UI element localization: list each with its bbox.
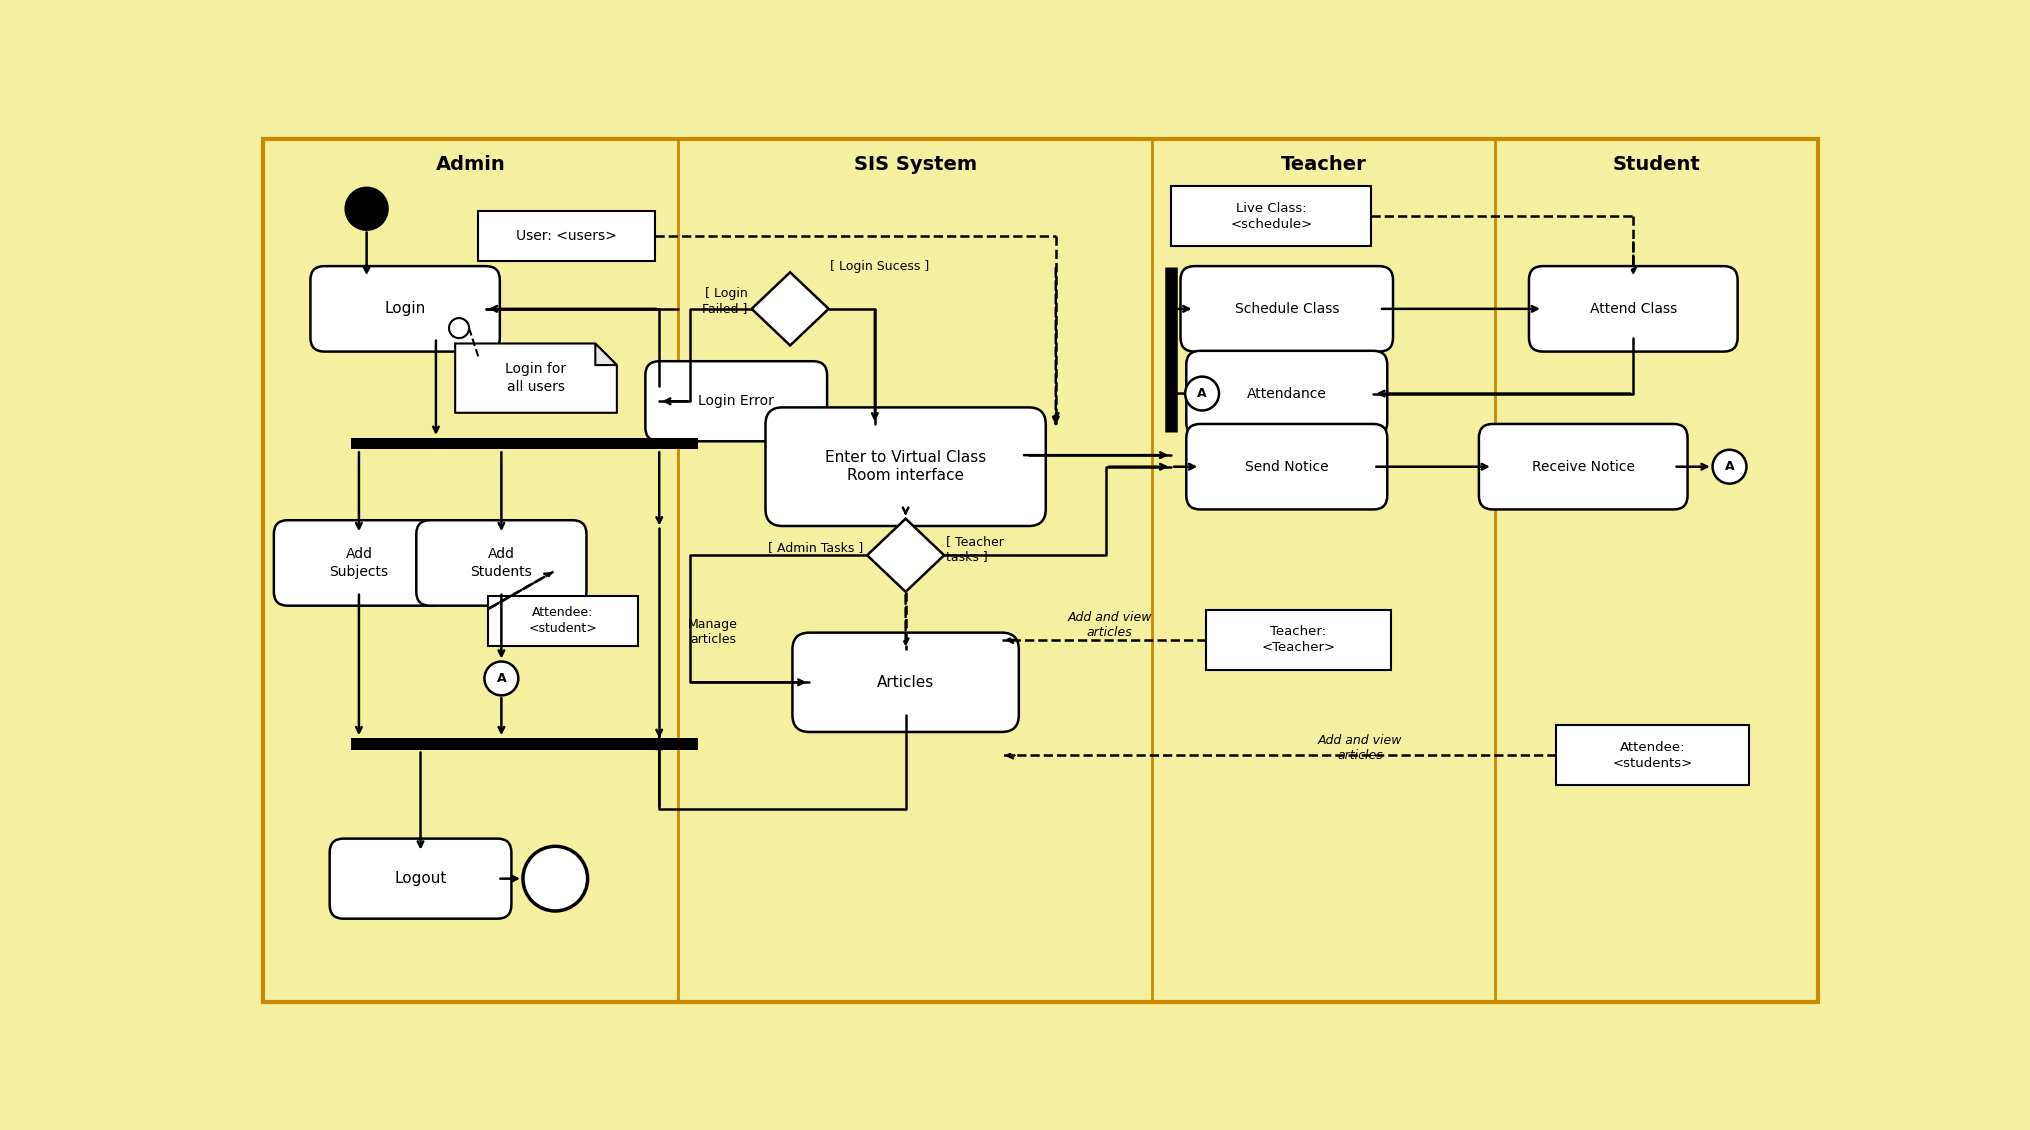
Text: Admin: Admin [436,155,505,174]
Text: Teacher:
<Teacher>: Teacher: <Teacher> [1261,625,1336,654]
FancyBboxPatch shape [1186,350,1386,436]
Bar [1206,610,1391,670]
Text: Send Notice: Send Notice [1244,460,1328,473]
Bar [1171,186,1372,246]
Bar [487,596,637,645]
Text: Attendee:
<students>: Attendee: <students> [1612,741,1693,770]
Text: [ Login Sucess ]: [ Login Sucess ] [830,260,930,273]
FancyBboxPatch shape [765,408,1045,525]
FancyBboxPatch shape [311,267,499,351]
Bar [479,210,656,261]
Text: Attend Class: Attend Class [1589,302,1677,316]
Text: SIS System: SIS System [855,155,976,174]
FancyBboxPatch shape [1186,424,1386,510]
Text: Login for
all users: Login for all users [505,363,566,393]
Text: User: <users>: User: <users> [516,228,617,243]
Polygon shape [751,272,828,346]
Circle shape [449,318,469,338]
FancyBboxPatch shape [792,633,1019,732]
Text: Attendance: Attendance [1246,386,1328,400]
Text: Manage
articles: Manage articles [688,618,739,646]
Text: A: A [1198,388,1208,400]
Text: Login Error: Login Error [698,394,773,408]
Bar [351,437,698,450]
Bar [1557,725,1748,785]
Text: Live Class:
<schedule>: Live Class: <schedule> [1230,202,1313,231]
Text: Add and view
articles: Add and view articles [1317,733,1403,762]
Circle shape [1713,450,1746,484]
Text: Enter to Virtual Class
Room interface: Enter to Virtual Class Room interface [824,450,987,484]
Text: [ Admin Tasks ]: [ Admin Tasks ] [767,541,863,554]
Text: Add
Students: Add Students [471,547,532,579]
FancyBboxPatch shape [1181,267,1393,351]
Circle shape [485,661,518,695]
Circle shape [534,857,577,901]
Polygon shape [867,519,944,592]
Polygon shape [595,344,617,365]
FancyBboxPatch shape [416,520,587,606]
Text: Login: Login [384,302,426,316]
Text: A: A [497,672,505,685]
Text: Teacher: Teacher [1281,155,1366,174]
FancyBboxPatch shape [1529,267,1738,351]
Text: Add and view
articles: Add and view articles [1068,610,1151,638]
Bar [351,738,698,749]
FancyBboxPatch shape [646,362,826,442]
Circle shape [1186,376,1218,410]
FancyBboxPatch shape [329,838,512,919]
Circle shape [345,188,388,229]
Text: Attendee:
<student>: Attendee: <student> [528,606,597,635]
Text: [ Login
Failed ]: [ Login Failed ] [702,287,747,315]
Text: A: A [1726,460,1734,473]
Polygon shape [455,344,617,412]
Text: Articles: Articles [877,675,934,689]
Text: Logout: Logout [394,871,447,886]
FancyBboxPatch shape [274,520,445,606]
Text: Schedule Class: Schedule Class [1234,302,1340,316]
Circle shape [524,846,587,911]
Text: Receive Notice: Receive Notice [1533,460,1634,473]
Text: Add
Subjects: Add Subjects [329,547,388,579]
FancyBboxPatch shape [1480,424,1687,510]
Text: Student: Student [1612,155,1701,174]
Text: [ Teacher
tasks ]: [ Teacher tasks ] [946,536,1003,563]
